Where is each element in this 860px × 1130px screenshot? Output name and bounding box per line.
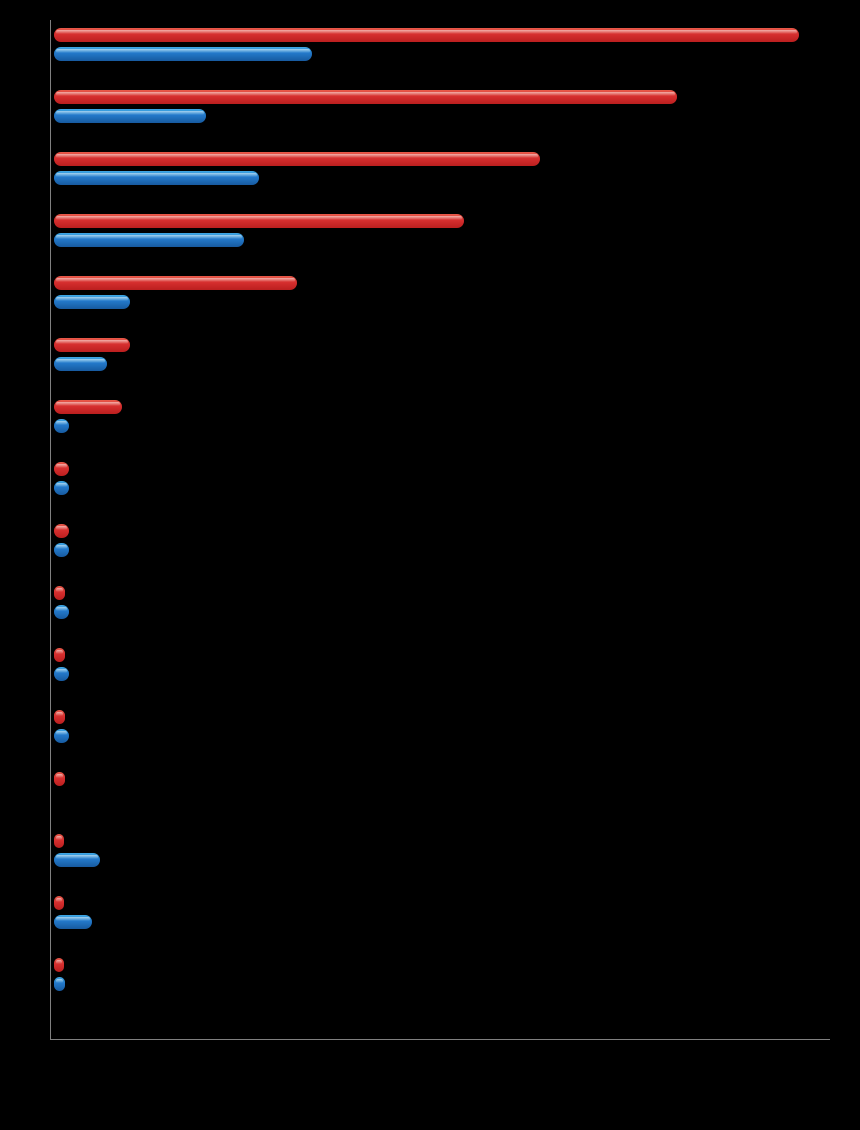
bar-blue xyxy=(54,543,69,557)
bar-blue xyxy=(54,605,69,619)
bar-red xyxy=(54,400,122,414)
bar-red xyxy=(54,524,69,538)
bar-blue xyxy=(54,109,206,123)
x-axis xyxy=(50,1039,830,1040)
bar-blue xyxy=(54,171,259,185)
bar-red xyxy=(54,648,65,662)
bar-red xyxy=(54,90,677,104)
bar-blue xyxy=(54,233,244,247)
bar-red xyxy=(54,338,130,352)
bar-red xyxy=(54,214,464,228)
bar-blue xyxy=(54,853,100,867)
bar-red xyxy=(54,896,64,910)
bar-red xyxy=(54,462,69,476)
bar-blue xyxy=(54,47,312,61)
bar-blue xyxy=(54,729,69,743)
bar-red xyxy=(54,152,540,166)
bar-red xyxy=(54,28,799,42)
bar-red xyxy=(54,276,297,290)
bar-blue xyxy=(54,419,69,433)
bar-red xyxy=(54,586,65,600)
y-axis xyxy=(50,20,51,1040)
bar-red xyxy=(54,772,65,786)
bar-blue xyxy=(54,915,92,929)
bar-red xyxy=(54,834,64,848)
bar-blue xyxy=(54,667,69,681)
bar-red xyxy=(54,710,65,724)
bar-chart xyxy=(50,20,830,1040)
bar-red xyxy=(54,958,64,972)
bar-blue xyxy=(54,481,69,495)
bar-blue xyxy=(54,357,107,371)
bar-blue xyxy=(54,977,65,991)
bar-blue xyxy=(54,295,130,309)
